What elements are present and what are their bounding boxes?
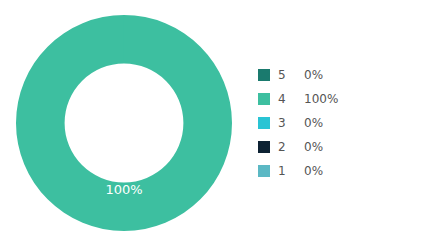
- legend-swatch: [258, 69, 270, 81]
- slice: [16, 15, 232, 231]
- chart: 100% 5 0% 4 100% 3 0% 2 0% 1 0%: [0, 0, 443, 246]
- slice: [123, 15, 124, 64]
- legend-value: 100%: [304, 92, 338, 106]
- legend-value: 0%: [304, 116, 323, 130]
- legend: 5 0% 4 100% 3 0% 2 0% 1 0%: [258, 68, 338, 178]
- donut-label: 100%: [105, 182, 142, 197]
- legend-label: 3: [278, 116, 286, 130]
- legend-label: 4: [278, 92, 286, 106]
- slice: [123, 15, 124, 64]
- legend-label: 2: [278, 140, 286, 154]
- legend-value: 0%: [304, 140, 323, 154]
- legend-label: 5: [278, 68, 286, 82]
- legend-label: 1: [278, 164, 286, 178]
- slices: [16, 15, 232, 231]
- legend-swatch: [258, 93, 270, 105]
- legend-swatch: [258, 141, 270, 153]
- slice: [123, 15, 124, 64]
- legend-value: 0%: [304, 68, 323, 82]
- legend-swatch: [258, 165, 270, 177]
- legend-value: 0%: [304, 164, 323, 178]
- legend-swatch: [258, 117, 270, 129]
